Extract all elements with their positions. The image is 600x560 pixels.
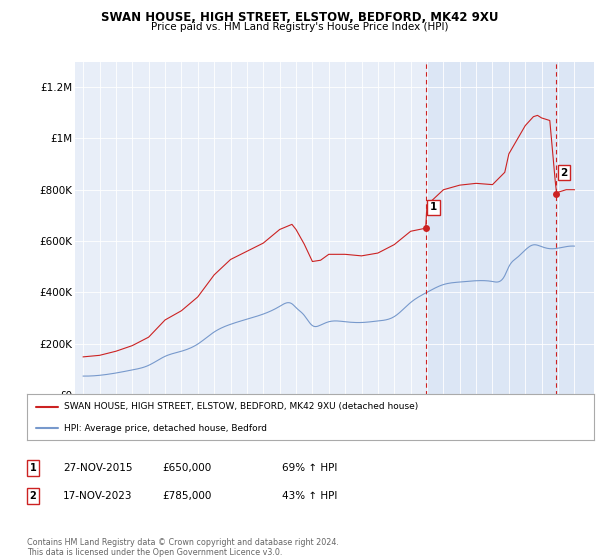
- Text: £650,000: £650,000: [162, 463, 211, 473]
- Text: £785,000: £785,000: [162, 491, 211, 501]
- Text: HPI: Average price, detached house, Bedford: HPI: Average price, detached house, Bedf…: [64, 423, 267, 433]
- Text: 2: 2: [29, 491, 37, 501]
- Text: 43% ↑ HPI: 43% ↑ HPI: [282, 491, 337, 501]
- Text: 2: 2: [560, 167, 568, 178]
- Text: 69% ↑ HPI: 69% ↑ HPI: [282, 463, 337, 473]
- Text: Price paid vs. HM Land Registry's House Price Index (HPI): Price paid vs. HM Land Registry's House …: [151, 22, 449, 32]
- Bar: [425, 62, 600, 395]
- Text: SWAN HOUSE, HIGH STREET, ELSTOW, BEDFORD, MK42 9XU (detached house): SWAN HOUSE, HIGH STREET, ELSTOW, BEDFORD…: [64, 402, 418, 411]
- Text: 1: 1: [29, 463, 37, 473]
- Text: 27-NOV-2015: 27-NOV-2015: [63, 463, 133, 473]
- Text: 17-NOV-2023: 17-NOV-2023: [63, 491, 133, 501]
- Text: SWAN HOUSE, HIGH STREET, ELSTOW, BEDFORD, MK42 9XU: SWAN HOUSE, HIGH STREET, ELSTOW, BEDFORD…: [101, 11, 499, 24]
- Text: 1: 1: [430, 202, 437, 212]
- Text: Contains HM Land Registry data © Crown copyright and database right 2024.
This d: Contains HM Land Registry data © Crown c…: [27, 538, 339, 557]
